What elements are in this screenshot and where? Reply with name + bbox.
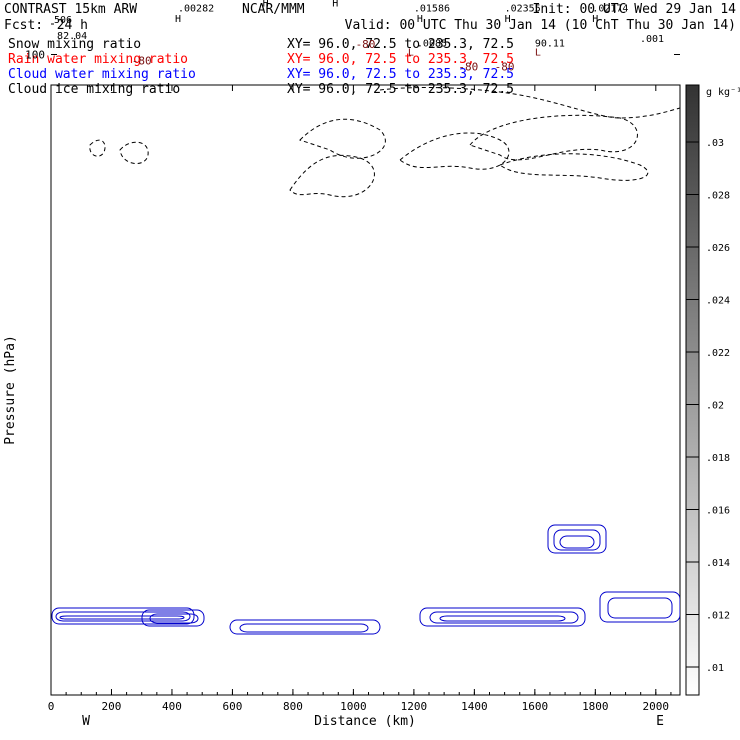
y-axis: 1002003004005006007008009001000 (25, 0, 680, 62)
temperature-label: -80 (495, 61, 515, 74)
ice-max-marker: H (417, 14, 423, 25)
colorbar-label: .02 (706, 401, 724, 412)
legend-xy: XY= 96.0, 72.5 to 235.3, 72.5 (287, 67, 514, 82)
x-tick-label: 1000 (340, 700, 367, 713)
colorbar-label: .016 (706, 506, 730, 517)
cloud-water-contour (429, 611, 579, 624)
cloud-water-contour (239, 623, 369, 633)
x-tick-label: 1200 (401, 700, 428, 713)
ice-max-marker: H (263, 0, 269, 10)
ice-max-marker: H (505, 14, 511, 25)
cloud-water-contour (547, 524, 607, 554)
cloud-water-contour (553, 529, 601, 551)
colorbar-label: .01 (706, 663, 724, 674)
legend-xy: XY= 96.0, 72.5 to 235.3, 72.5 (287, 82, 514, 97)
legend-field: Rain water mixing ratio (8, 52, 188, 67)
east-label: E (656, 714, 664, 729)
init-time: Init: 00 UTC Wed 29 Jan 14 (533, 2, 737, 17)
colorbar-ramp (685, 84, 700, 696)
colorbar-label: .022 (706, 348, 730, 359)
colorbar-unit: g kg⁻¹ (706, 87, 740, 98)
colorbar-label: .03 (706, 138, 724, 149)
colorbar-label: .014 (706, 558, 730, 569)
ice-max-marker: H (592, 14, 598, 25)
x-tick-label: 200 (102, 700, 122, 713)
cloud-water-contour (559, 535, 595, 549)
ice-value-label: .02355 (505, 4, 541, 15)
legend-field: Cloud water mixing ratio (8, 67, 196, 82)
legend-field: Snow mixing ratio (8, 37, 141, 52)
ice-value-label: .00282 (178, 4, 214, 15)
ice-value-label: .001 (640, 34, 664, 45)
temperature-label: -80 (356, 38, 376, 51)
cloud-water-contour (55, 611, 191, 622)
cloud-water-contour (439, 615, 566, 622)
ice-contours (89, 87, 680, 198)
ice-min-marker: L (535, 47, 541, 58)
cloud-water-contour (607, 597, 673, 619)
ice-contour (498, 153, 649, 181)
x-tick-label: 400 (162, 700, 182, 713)
cloud-water-contour (59, 615, 185, 620)
colorbar: .01 .012 .014 .016 .018 .02 .022 .024 .026 .028 .0… (685, 84, 730, 696)
legend-xy: XY= 96.0, 72.5 to 235.3, 72.5 (287, 52, 514, 67)
plot-frame (50, 84, 681, 696)
ice-contour (379, 87, 680, 119)
cloud-water-contour (419, 607, 586, 627)
ice-contour (289, 154, 375, 198)
x-tick-label: 800 (283, 700, 303, 713)
ice-contour (399, 132, 510, 170)
valid-time: Valid: 00 UTC Thu 30 Jan 14 (10 ChT Thu … (345, 18, 736, 33)
colorbar-label: .024 (706, 296, 730, 307)
ice-contour (299, 118, 386, 159)
ice-contour (119, 141, 149, 164)
cloud-water-contour (599, 591, 680, 623)
x-tick-label: 0 (48, 700, 55, 713)
x-tick-label: 2000 (643, 700, 670, 713)
cloud-water-contour (51, 607, 195, 625)
temperature-labels: -80-80-80-80-40-40-40-30-30-30-20-20-10-… (132, 38, 515, 74)
ice-max-marker: H (175, 14, 181, 25)
fcst-value: 24 h (57, 18, 88, 33)
x-tick-label: 1600 (522, 700, 549, 713)
legend-xy: XY= 96.0, 72.5 to 235.3, 72.5 (287, 37, 514, 52)
y-tick-label: 200 (25, 0, 45, 1)
cloud-water-contours (51, 524, 680, 635)
cloud-water-contour (229, 619, 381, 635)
x-axis-label: Distance (km) (314, 714, 416, 729)
ice-value-label: .02174 (592, 4, 628, 15)
ice-value-label: 506 (54, 15, 72, 26)
ice-min-marker: L (408, 47, 414, 58)
ice-contour (89, 139, 106, 157)
center-label: NCAR/MMM (242, 2, 305, 17)
x-tick-label: 1800 (582, 700, 609, 713)
west-label: W (82, 714, 90, 729)
point-labels: 82.04506.00282.00373.00705.01586.02355.0… (54, 0, 664, 58)
fcst-label: Fcst: (4, 18, 43, 33)
chart-title: CONTRAST 15km ARW (4, 2, 137, 17)
legend-field: Cloud ice mixing ratio (8, 82, 180, 97)
x-tick-label: 1400 (461, 700, 488, 713)
ice-max-marker: H (332, 0, 338, 10)
colorbar-label: .028 (706, 191, 730, 202)
ice-value-label: 82.04 (57, 31, 87, 42)
temperature-label: -80 (458, 61, 478, 74)
colorbar-label: .018 (706, 453, 730, 464)
ice-value-label: 90.11 (535, 38, 565, 49)
colorbar-label: .012 (706, 611, 730, 622)
cloud-water-contour (149, 613, 199, 624)
colorbar-label: .026 (706, 243, 730, 254)
cloud-water-contour (141, 609, 205, 627)
temperature-label: -80 (132, 55, 152, 68)
ice-value-label: .01586 (414, 4, 450, 15)
ice-value-label: .0085 (417, 38, 447, 49)
y-tick-label: 100 (25, 49, 45, 62)
x-tick-label: 600 (223, 700, 243, 713)
x-axis: 0 200 400 600 800 1000 1200 1400 1600 1800 2000 (48, 85, 672, 713)
y-axis-label: Pressure (hPa) (3, 335, 18, 445)
